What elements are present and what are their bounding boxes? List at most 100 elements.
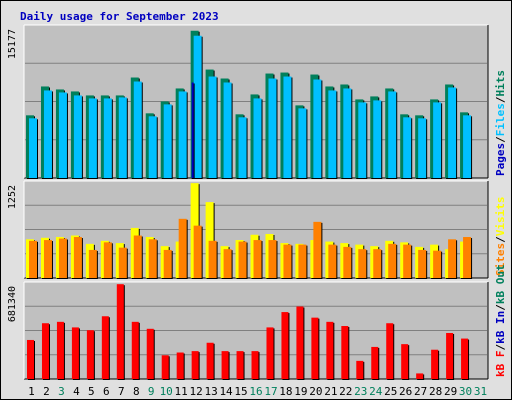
bar-files-day-19 bbox=[298, 108, 307, 178]
x-tick-label-14: 14 bbox=[219, 385, 233, 398]
bar-sites-day-23 bbox=[358, 249, 367, 278]
x-tick-label-26: 26 bbox=[399, 385, 412, 398]
legend-entry: kB Out bbox=[494, 264, 507, 304]
bar-files-day-10 bbox=[163, 104, 172, 178]
bar-kbf-day-2 bbox=[41, 323, 49, 379]
bar-kbf-day-1 bbox=[27, 339, 34, 379]
x-tick-label-6: 6 bbox=[103, 385, 110, 398]
bar-kbf-day-23 bbox=[356, 360, 364, 379]
legend: Pages/Files/Hits bbox=[494, 70, 507, 176]
bar-sites-day-21 bbox=[328, 244, 337, 278]
x-tick-label-13: 13 bbox=[204, 385, 217, 398]
bar-sites-day-30 bbox=[463, 237, 472, 278]
x-tick-label-10: 10 bbox=[160, 385, 173, 398]
bar-files-day-6 bbox=[103, 98, 112, 178]
bar-sites-day-29 bbox=[448, 239, 457, 278]
bar-kbf-day-14 bbox=[221, 351, 229, 379]
x-tick-label-23: 23 bbox=[354, 385, 367, 398]
bar-files-day-17 bbox=[268, 78, 277, 178]
bar-files-day-1 bbox=[29, 118, 37, 178]
x-tick-label-16: 16 bbox=[249, 385, 262, 398]
bar-sites-day-22 bbox=[343, 246, 352, 278]
bar-kbf-day-8 bbox=[131, 321, 139, 379]
legend: Sites/Visits bbox=[494, 197, 507, 277]
bar-kbf-day-3 bbox=[56, 321, 64, 379]
bar-sites-day-3 bbox=[58, 238, 67, 278]
bar-kbf-day-29 bbox=[446, 332, 454, 379]
bar-files-day-24 bbox=[373, 100, 382, 178]
x-tick-label-9: 9 bbox=[148, 385, 155, 398]
legend-entry: Sites bbox=[494, 243, 507, 276]
bar-sites-day-13 bbox=[208, 240, 217, 278]
bar-files-day-20 bbox=[313, 79, 322, 178]
bar-sites-day-9 bbox=[148, 239, 157, 278]
x-tick-label-21: 21 bbox=[324, 385, 337, 398]
bar-pages-day-12 bbox=[191, 82, 194, 178]
bar-kbf-day-15 bbox=[236, 351, 244, 379]
bar-sites-day-6 bbox=[103, 242, 112, 278]
x-tick-label-22: 22 bbox=[339, 385, 352, 398]
bar-sites-day-2 bbox=[43, 240, 52, 278]
legend-separator: / bbox=[494, 96, 507, 103]
bar-kbf-day-20 bbox=[311, 317, 319, 379]
bar-kbf-day-9 bbox=[146, 328, 154, 379]
bar-kbf-day-25 bbox=[386, 323, 394, 379]
x-tick-label-27: 27 bbox=[414, 385, 427, 398]
bar-kbf-day-24 bbox=[371, 346, 379, 379]
x-tick-label-5: 5 bbox=[88, 385, 95, 398]
bar-kbf-day-13 bbox=[206, 342, 214, 379]
bar-visits-day-13 bbox=[205, 202, 214, 278]
x-tick-label-2: 2 bbox=[43, 385, 50, 398]
bar-files-day-21 bbox=[328, 90, 337, 178]
bar-sites-day-24 bbox=[373, 249, 382, 278]
bar-kbf-day-22 bbox=[341, 326, 349, 379]
bar-sites-day-7 bbox=[118, 247, 127, 278]
legend-entry: Hits bbox=[494, 70, 507, 97]
x-tick-label-31: 31 bbox=[474, 385, 487, 398]
legend-entry: kB In bbox=[494, 311, 507, 344]
y-max-label: 15177 bbox=[7, 29, 18, 59]
x-tick-label-18: 18 bbox=[279, 385, 292, 398]
bar-sites-day-4 bbox=[73, 237, 82, 278]
bar-files-day-29 bbox=[448, 87, 457, 178]
bar-files-day-13 bbox=[208, 76, 217, 178]
x-tick-label-12: 12 bbox=[190, 385, 203, 398]
bar-sites-day-17 bbox=[268, 240, 277, 278]
bar-kbf-day-10 bbox=[161, 355, 169, 379]
bar-files-day-18 bbox=[283, 76, 292, 178]
bar-sites-day-19 bbox=[298, 244, 307, 278]
bar-sites-day-11 bbox=[178, 218, 187, 278]
x-tick-label-29: 29 bbox=[444, 385, 457, 398]
bar-kbf-day-11 bbox=[176, 352, 184, 379]
legend: kB F/kB In/kB Out bbox=[494, 264, 507, 377]
y-max-label: 681340 bbox=[7, 286, 18, 322]
x-tick-label-19: 19 bbox=[294, 385, 307, 398]
x-tick-label-4: 4 bbox=[73, 385, 80, 398]
bar-files-day-22 bbox=[343, 88, 352, 178]
legend-separator: / bbox=[494, 304, 507, 311]
bar-files-day-30 bbox=[463, 115, 472, 178]
bar-kbf-day-19 bbox=[296, 306, 304, 379]
bar-files-day-14 bbox=[223, 82, 232, 178]
bar-kbf-day-16 bbox=[251, 351, 259, 379]
bar-files-day-28 bbox=[433, 102, 442, 178]
bar-files-day-15 bbox=[238, 117, 247, 178]
bar-files-day-26 bbox=[403, 117, 412, 178]
bar-kbf-day-6 bbox=[101, 316, 109, 379]
y-max-label: 1252 bbox=[7, 185, 18, 209]
bar-files-day-5 bbox=[88, 98, 97, 178]
bar-sites-day-28 bbox=[433, 250, 442, 278]
bar-sites-day-14 bbox=[223, 249, 232, 278]
bar-sites-day-25 bbox=[388, 243, 397, 278]
bar-files-day-12 bbox=[193, 35, 202, 178]
x-tick-label-7: 7 bbox=[118, 385, 125, 398]
bar-files-day-2 bbox=[43, 90, 52, 178]
bar-kbf-day-27 bbox=[416, 373, 424, 379]
bar-sites-day-15 bbox=[238, 241, 247, 278]
x-tick-label-30: 30 bbox=[459, 385, 472, 398]
legend-entry: Visits bbox=[494, 197, 507, 237]
bar-sites-day-8 bbox=[133, 235, 142, 278]
x-tick-label-17: 17 bbox=[264, 385, 277, 398]
bar-kbf-day-12 bbox=[191, 351, 199, 379]
legend-entry: kB F bbox=[494, 351, 507, 378]
